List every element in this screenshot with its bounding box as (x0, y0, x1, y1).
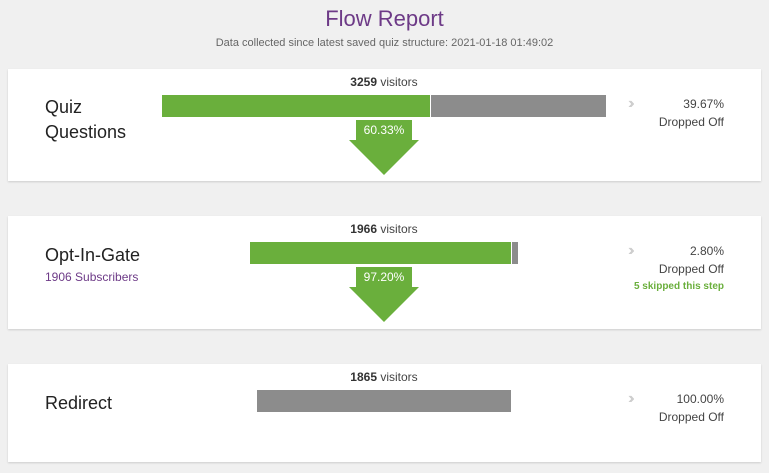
page-subtitle: Data collected since latest saved quiz s… (215, 37, 554, 49)
step-card: Quiz Questions 3259 visitors 60.33% ›› 39.67… (8, 69, 761, 181)
arrow-shape (349, 267, 419, 322)
page-title: Flow Report (325, 6, 444, 31)
subscribers: 1906 Subscribers (45, 270, 139, 284)
bar (161, 95, 607, 117)
drop-info: 39.67% Dropped Off (528, 95, 724, 131)
drop-rate: 100.00% (676, 392, 724, 406)
step-name: Quiz Questions (45, 97, 127, 142)
pass-arrow: 60.33% (349, 120, 419, 175)
drop-text: Dropped Off (658, 262, 724, 276)
drop-info: 2.80% Dropped Off 5 skipped this step (528, 242, 724, 296)
drop-text: Dropped Off (658, 115, 724, 129)
visitors-text: visitors (380, 75, 418, 89)
drop-rate: 2.80% (689, 244, 724, 258)
drop-info: 100.00% Dropped Off (528, 390, 724, 426)
dropped-bar (510, 242, 519, 264)
arrow-shape (349, 120, 419, 175)
visitors-count: 1966 (350, 222, 377, 236)
visitors-label: 1966 visitors (234, 222, 534, 236)
visitors-label: 1865 visitors (234, 370, 534, 384)
step-name: Opt-In-Gate (45, 245, 141, 265)
pass-rate: 97.20% (364, 270, 405, 284)
visitors-text: visitors (380, 222, 418, 236)
visitors-count: 3259 (350, 75, 377, 89)
pass-rate: 60.33% (364, 123, 405, 137)
passed-bar (249, 242, 511, 264)
visitors-count: 1865 (350, 370, 377, 384)
skipped: 5 skipped this step (633, 281, 724, 292)
dropped-bar (429, 95, 607, 117)
step-card: Redirect 1865 visitors ›› 100.00% Dropped Of… (8, 364, 761, 462)
drop-rate: 39.67% (683, 97, 724, 111)
bar (256, 390, 512, 412)
passed-bar (161, 95, 430, 117)
bar (249, 242, 519, 264)
visitors-label: 3259 visitors (234, 75, 534, 89)
step-name: Redirect (45, 393, 113, 413)
pass-arrow: 97.20% (349, 267, 419, 322)
drop-text: Dropped Off (658, 410, 724, 424)
visitors-text: visitors (380, 370, 418, 384)
dropped-bar (256, 390, 512, 412)
step-card: Opt-In-Gate 1906 Subscribers 1966 visitors… (8, 216, 761, 329)
